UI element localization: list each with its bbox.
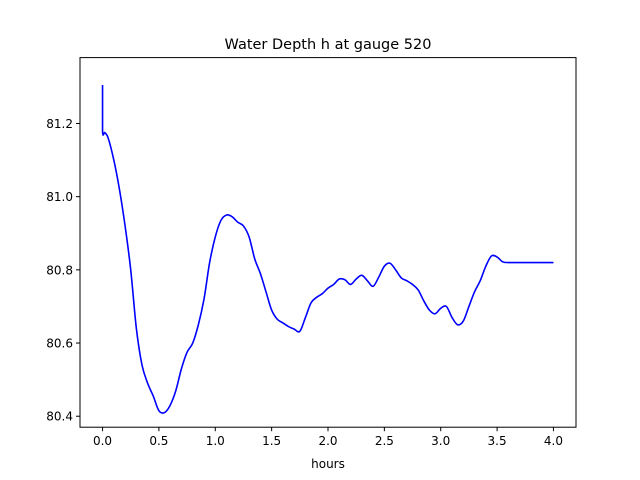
series-line-0 (101, 85, 554, 414)
x-tick-label: 2.0 (318, 434, 337, 448)
y-axis: 80.4 80.6 80.8 81.0 81.2 (46, 117, 80, 424)
x-tick-label: 0.5 (149, 434, 168, 448)
x-axis-label: hours (311, 457, 345, 471)
y-tick-label: 80.4 (46, 410, 73, 424)
chart-title: Water Depth h at gauge 520 (225, 37, 432, 53)
x-tick-label: 3.0 (431, 434, 450, 448)
y-tick-label: 80.8 (46, 263, 73, 277)
y-tick-label: 81.2 (46, 117, 73, 131)
y-tick-label: 81.0 (46, 190, 73, 204)
x-tick-label: 1.5 (262, 434, 281, 448)
x-tick-label: 1.0 (206, 434, 225, 448)
x-tick-label: 0.0 (93, 434, 112, 448)
x-tick-label: 3.5 (488, 434, 507, 448)
x-axis: 0.0 0.5 1.0 1.5 2.0 2.5 3.0 3.5 4.0 (93, 427, 563, 448)
y-tick-label: 80.6 (46, 337, 73, 351)
plot-area (101, 85, 554, 414)
x-tick-label: 4.0 (544, 434, 563, 448)
x-tick-label: 2.5 (375, 434, 394, 448)
